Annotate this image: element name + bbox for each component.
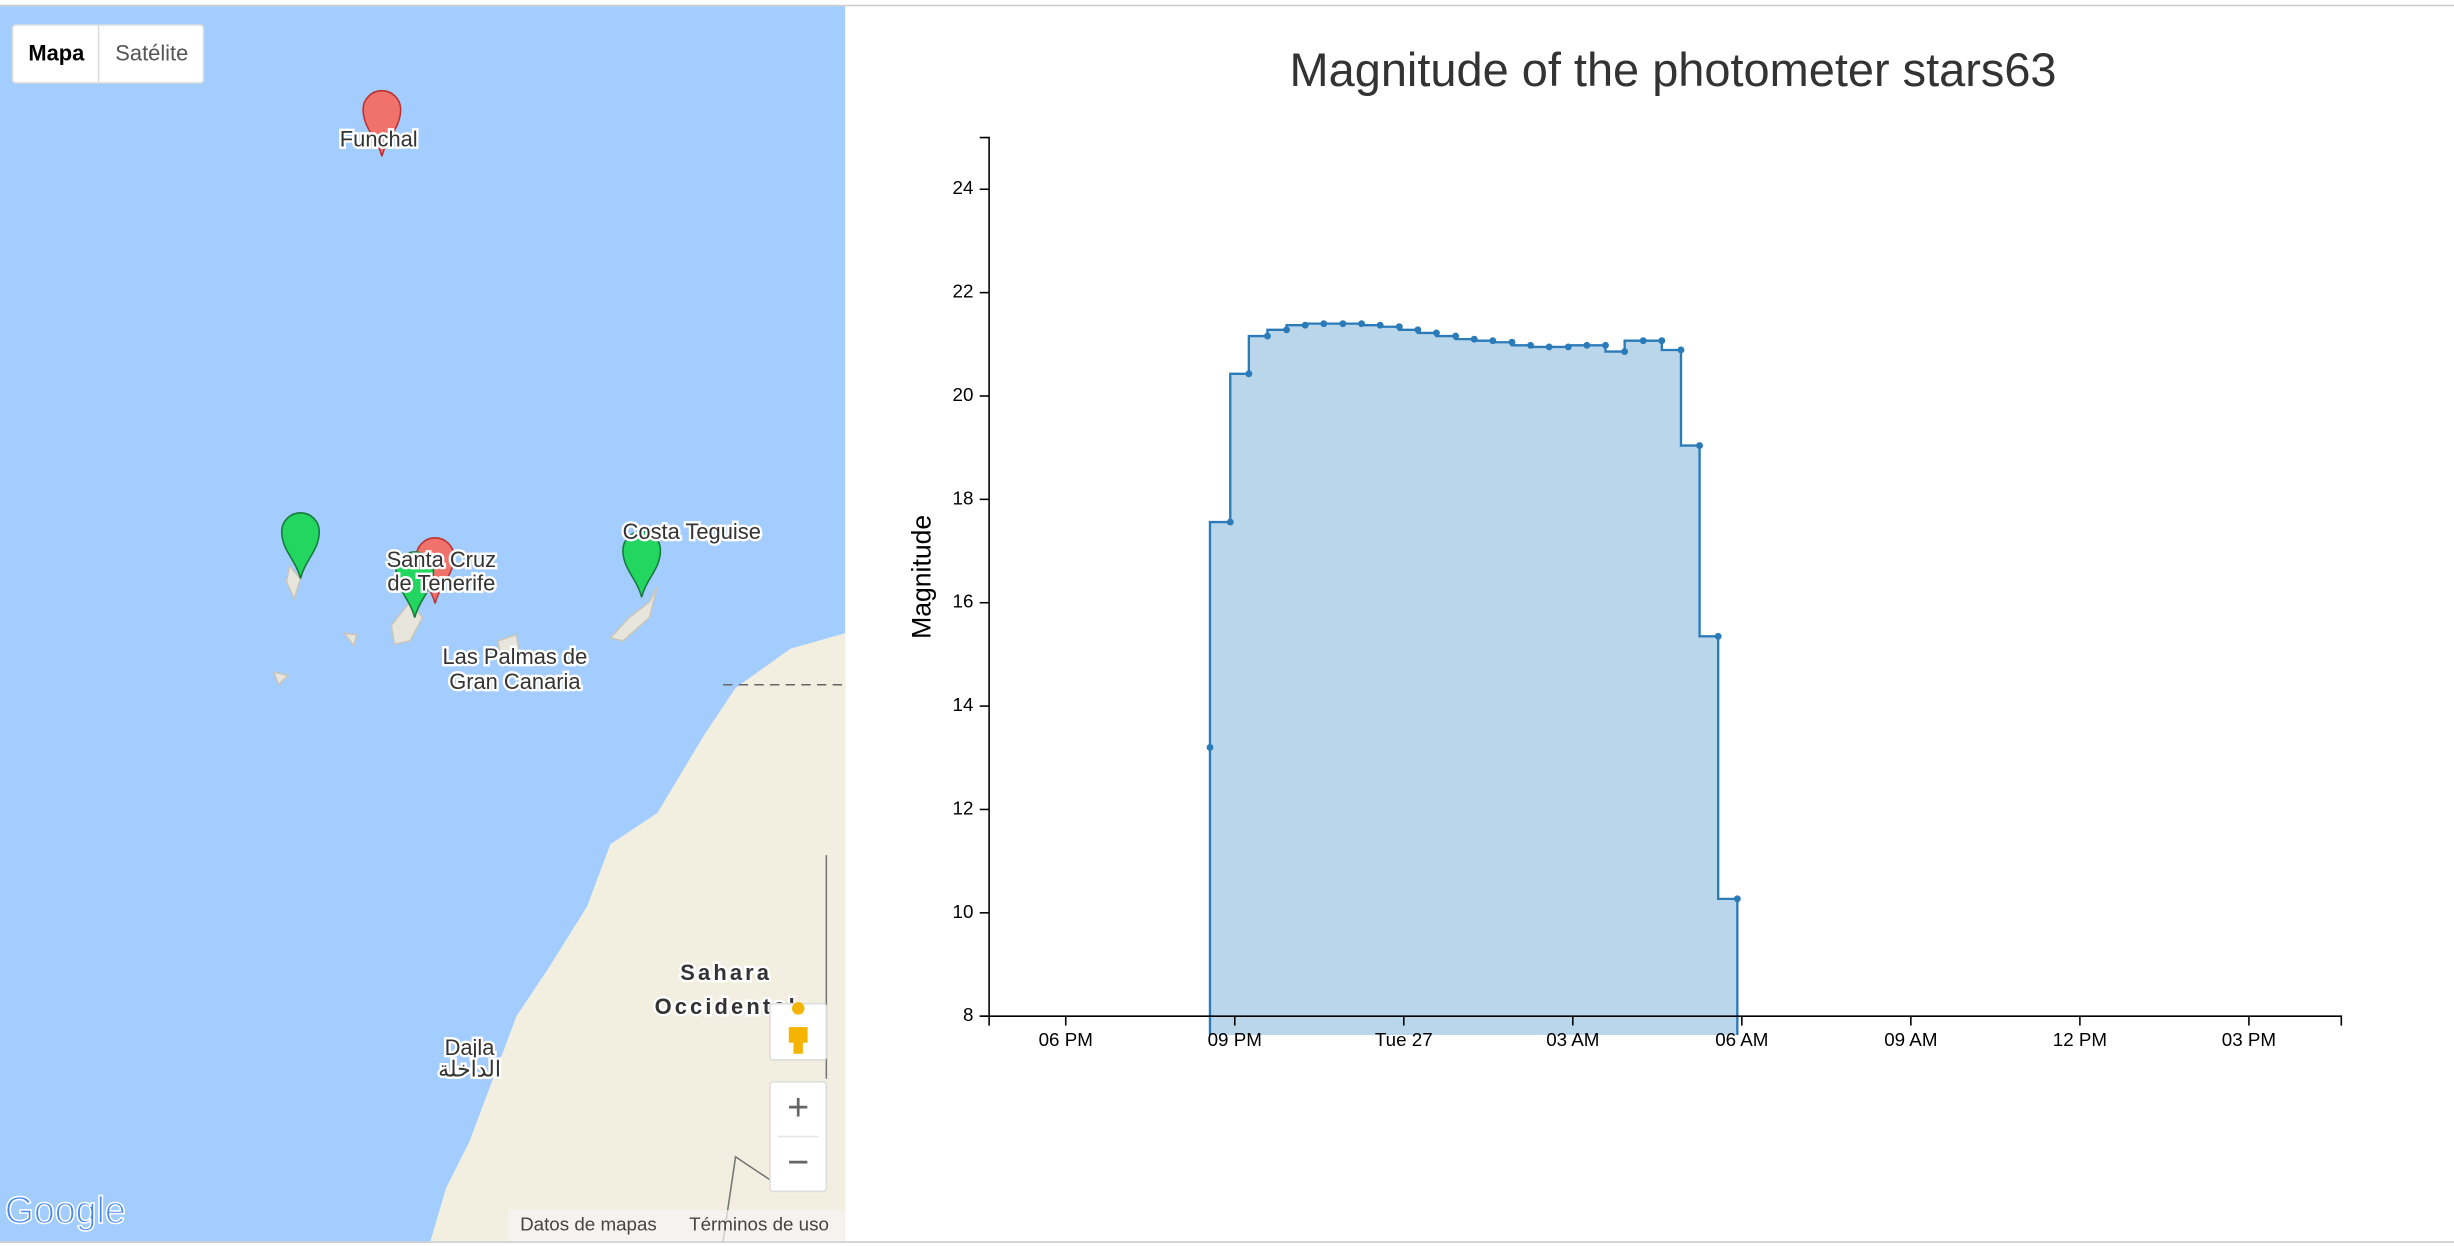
y-tick-label: 22 — [953, 281, 974, 302]
y-tick-label: 24 — [953, 177, 974, 198]
satellite-button[interactable]: Satélite — [115, 41, 188, 66]
point — [1733, 895, 1741, 903]
y-tick-label: 20 — [953, 384, 974, 405]
point — [1677, 346, 1685, 354]
x-tick-label: 06 AM — [1715, 1029, 1768, 1050]
map-button[interactable]: Mapa — [28, 41, 85, 66]
x-tick-label: 12 PM — [2053, 1029, 2107, 1050]
x-tick-label: 03 AM — [1546, 1029, 1599, 1050]
google-logo: Google — [5, 1189, 126, 1231]
place-label: Dajla — [445, 1035, 496, 1060]
map: Mapa Satélite Funchal Santa Cruz de Tene… — [0, 6, 846, 1242]
y-tick-label: 8 — [963, 1004, 973, 1025]
x-tick-label: 09 AM — [1884, 1029, 1937, 1050]
point — [1545, 343, 1553, 351]
point — [1489, 337, 1497, 345]
zoom-out[interactable]: − — [787, 1141, 809, 1183]
control-box — [11, 24, 205, 84]
islands — [272, 564, 659, 687]
area — [1209, 323, 1738, 1035]
point — [1583, 341, 1591, 349]
point — [1339, 320, 1347, 328]
y-tick-label: 16 — [953, 591, 974, 612]
marker-green[interactable] — [622, 530, 662, 598]
markers — [280, 89, 662, 618]
point — [1696, 442, 1704, 450]
zoom-in[interactable]: + — [787, 1086, 809, 1128]
place-label: de Tenerife — [387, 570, 495, 595]
marker-green[interactable] — [280, 512, 321, 579]
x-tick-label: 06 PM — [1039, 1029, 1093, 1050]
point — [1621, 348, 1629, 355]
pegman — [788, 1002, 808, 1054]
point — [1452, 332, 1460, 340]
x-tick-label: 03 PM — [2222, 1029, 2276, 1050]
point — [1414, 326, 1422, 334]
map-type-control: Mapa Satélite — [11, 24, 205, 84]
point — [1527, 341, 1535, 349]
point — [1263, 332, 1271, 340]
marker-green[interactable] — [395, 551, 435, 618]
land — [430, 633, 846, 1242]
point — [1395, 323, 1403, 331]
place-label: Gran Canaria — [449, 669, 581, 694]
point — [1301, 321, 1309, 329]
point — [1602, 341, 1609, 349]
point — [1508, 338, 1516, 346]
terms-link[interactable]: Términos de uso — [689, 1214, 829, 1235]
point — [1320, 320, 1328, 328]
x-tick-label: Tue 27 — [1375, 1029, 1433, 1050]
point — [1470, 335, 1478, 343]
point — [1658, 337, 1666, 345]
point — [1639, 337, 1647, 345]
x-axis — [988, 1015, 2343, 1026]
y-tick-label: 12 — [953, 797, 974, 818]
point — [1206, 743, 1214, 751]
footer-bg — [508, 1210, 846, 1242]
y-axis-label: Magnitude — [906, 515, 936, 639]
point — [1714, 632, 1722, 640]
chart: Magnitude of the photometer stars63 Magn… — [906, 44, 2343, 1050]
chart-title: Magnitude of the photometer stars63 — [1290, 44, 2057, 96]
point — [1433, 329, 1440, 337]
place-label: Las Palmas de — [443, 644, 588, 669]
place-label: الداخلة — [438, 1057, 501, 1082]
point — [1283, 326, 1291, 334]
place-label: Costa Teguise — [623, 519, 761, 544]
place-label: Funchal — [340, 126, 418, 151]
y-axis — [979, 136, 990, 1017]
region-label: Sahara — [680, 960, 772, 985]
y-tick-label: 14 — [953, 694, 974, 715]
place-label: Santa Cruz — [387, 547, 496, 572]
map-data-link[interactable]: Datos de mapas — [520, 1214, 657, 1235]
x-tick-label: 09 PM — [1208, 1029, 1262, 1050]
point — [1564, 343, 1572, 351]
y-tick-label: 10 — [953, 901, 974, 922]
point — [1376, 321, 1384, 329]
y-tick-label: 18 — [953, 487, 974, 508]
marker-red[interactable] — [362, 89, 402, 157]
point — [1358, 320, 1365, 328]
point — [1245, 370, 1253, 378]
point — [1226, 518, 1234, 526]
